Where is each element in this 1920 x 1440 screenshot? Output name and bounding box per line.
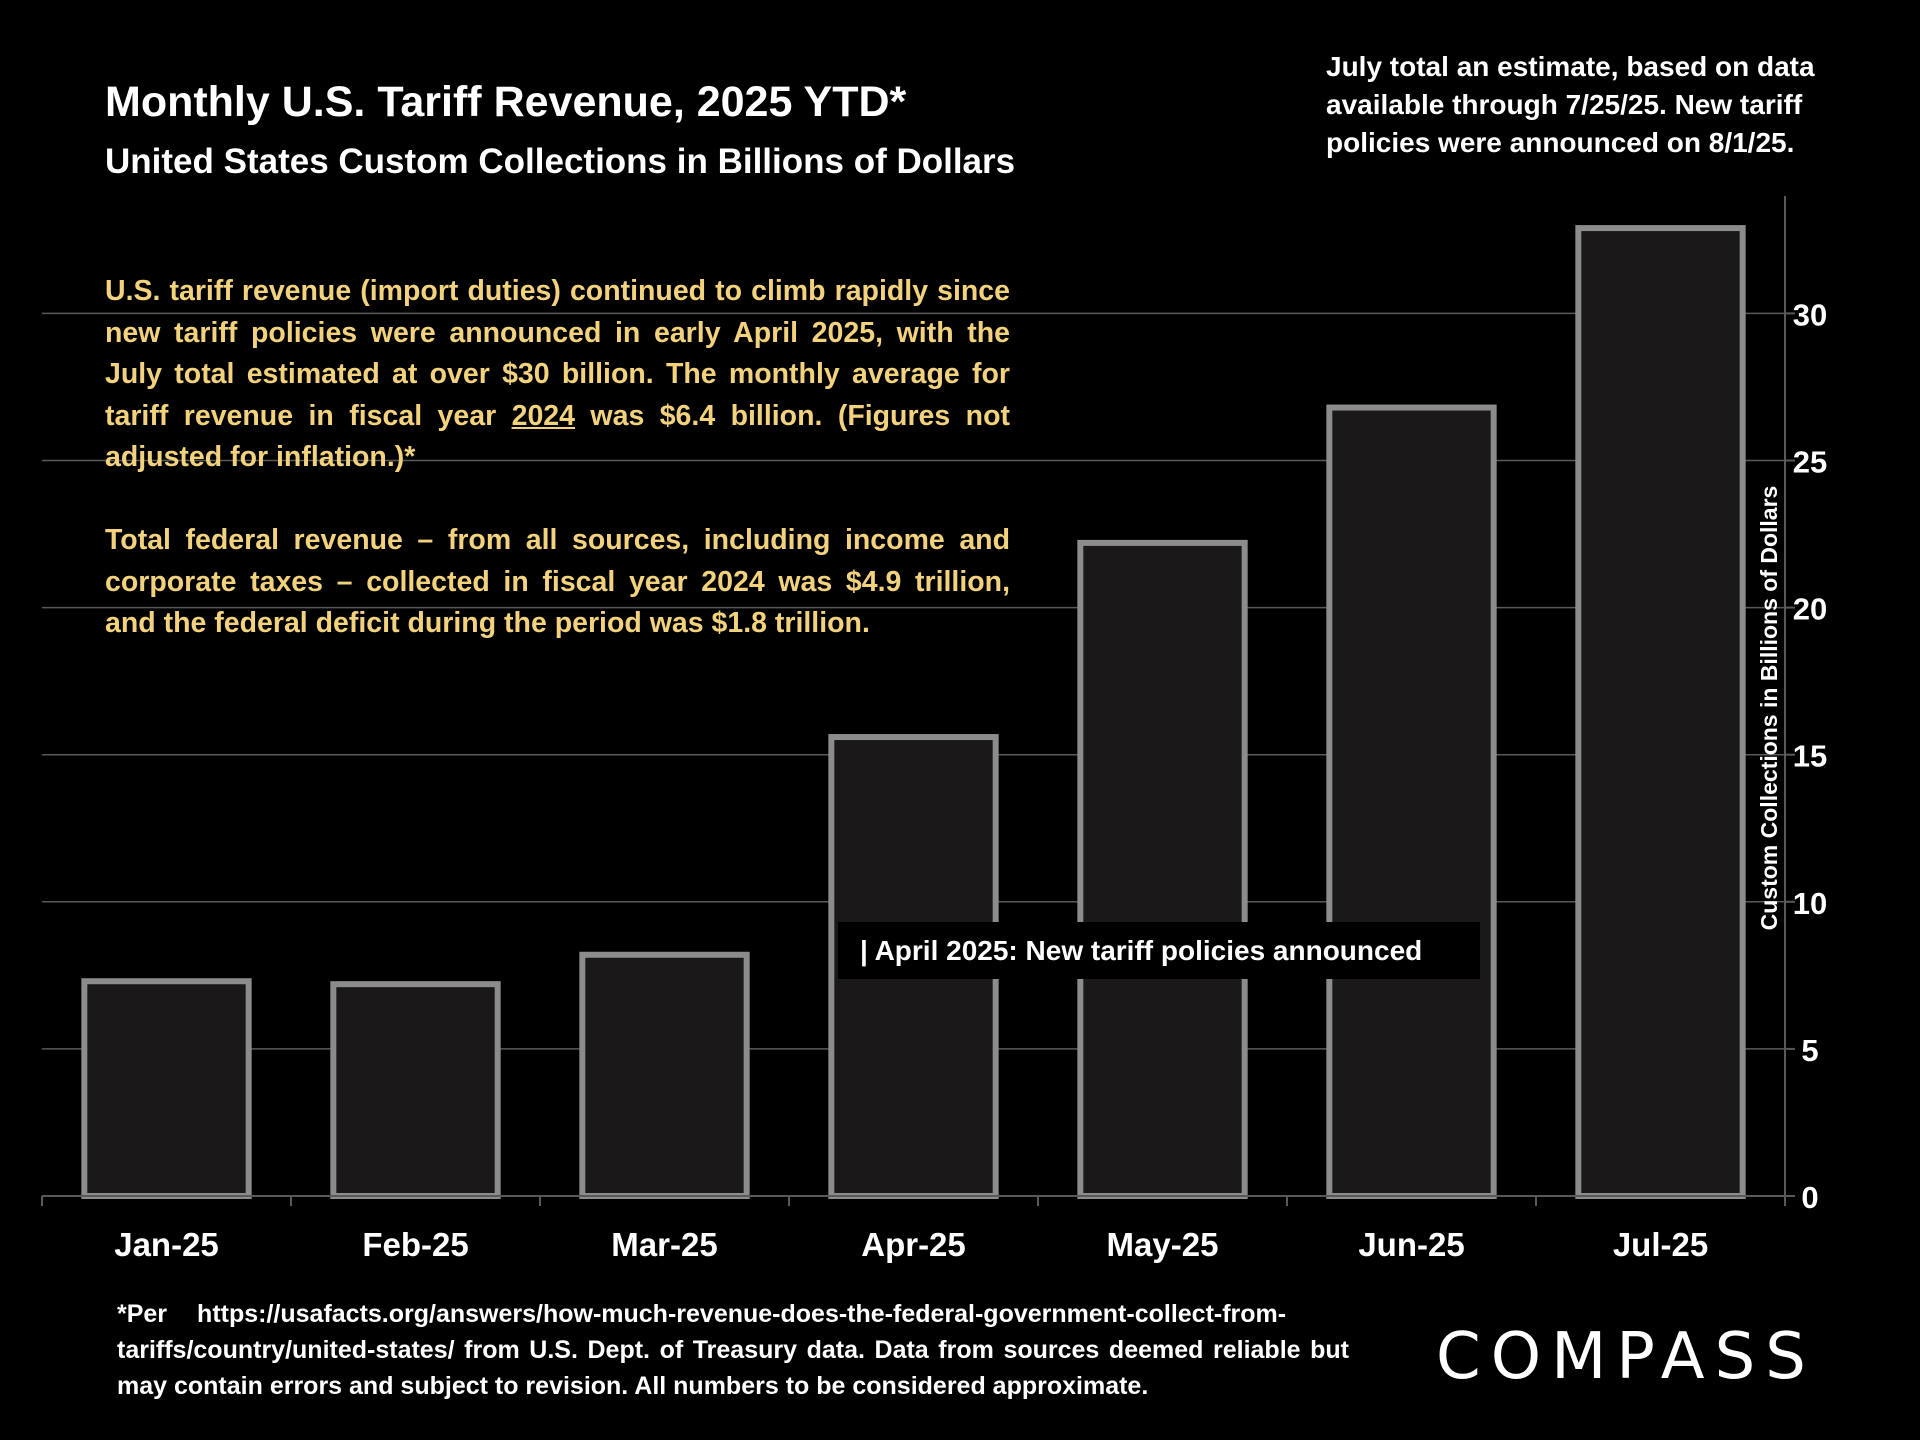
- bar-jan-25: [81, 978, 252, 1200]
- bar-mar-25: [579, 951, 750, 1199]
- bar-feb-25: [330, 981, 501, 1200]
- estimate-note: July total an estimate, based on data av…: [1326, 51, 1815, 158]
- x-tick-label: May-25: [1107, 1226, 1219, 1263]
- fiscal-year-underlined: 2024: [511, 399, 575, 432]
- bar-may-25: [1077, 539, 1248, 1199]
- compass-logo: COMPASS: [1436, 1320, 1816, 1394]
- y-tick-label: 30: [1793, 297, 1827, 332]
- bars: [81, 225, 1746, 1200]
- y-tick-label: 25: [1793, 445, 1827, 480]
- y-tick-label: 20: [1793, 592, 1827, 627]
- x-tick-label: Jul-25: [1613, 1226, 1708, 1263]
- x-tick-label: Feb-25: [362, 1226, 468, 1263]
- commentary-paragraph-1: U.S. tariff revenue (import duties) cont…: [105, 271, 1010, 479]
- x-tick-label: Jan-25: [114, 1226, 219, 1263]
- bar-jun-25: [1326, 404, 1497, 1199]
- footnote: *Per https://usafacts.org/answers/how-muc…: [117, 1296, 1349, 1404]
- footnote-text: https://usafacts.org/answers/how-much-re…: [117, 1300, 1349, 1400]
- footnote-prefix: *Per: [117, 1300, 168, 1328]
- april-annotation: | April 2025: New tariff policies announ…: [838, 922, 1480, 979]
- chart-subtitle: United States Custom Collections in Bill…: [105, 142, 1016, 181]
- chart-title: Monthly U.S. Tariff Revenue, 2025 YTD*: [105, 78, 907, 126]
- commentary-text: U.S. tariff revenue (import duties) cont…: [105, 271, 1010, 645]
- axes: 0 5 10 15 20 25 30 Jan-25 Feb-25 Mar-25 Apr-25 May-…: [41, 196, 1827, 1263]
- commentary-p1-end: was $6.4 billion. (Figures not adjusted …: [105, 399, 1010, 474]
- commentary-p1-start: U.S. tariff revenue (import duties) cont…: [105, 275, 1010, 432]
- y-tick-label: 5: [1801, 1033, 1818, 1068]
- y-tick-label: 0: [1801, 1180, 1818, 1215]
- y-axis-label: Custom Collections in Billions of Dollar…: [1756, 486, 1782, 931]
- x-tick-label: Mar-25: [611, 1226, 717, 1263]
- commentary-paragraph-2: Total federal revenue – from all sources…: [105, 524, 1010, 639]
- bar-jul-25: [1575, 225, 1746, 1200]
- y-tick-label: 15: [1793, 739, 1827, 774]
- x-tick-label: Apr-25: [861, 1226, 966, 1263]
- y-tick-label: 10: [1793, 886, 1827, 921]
- x-tick-label: Jun-25: [1358, 1226, 1464, 1263]
